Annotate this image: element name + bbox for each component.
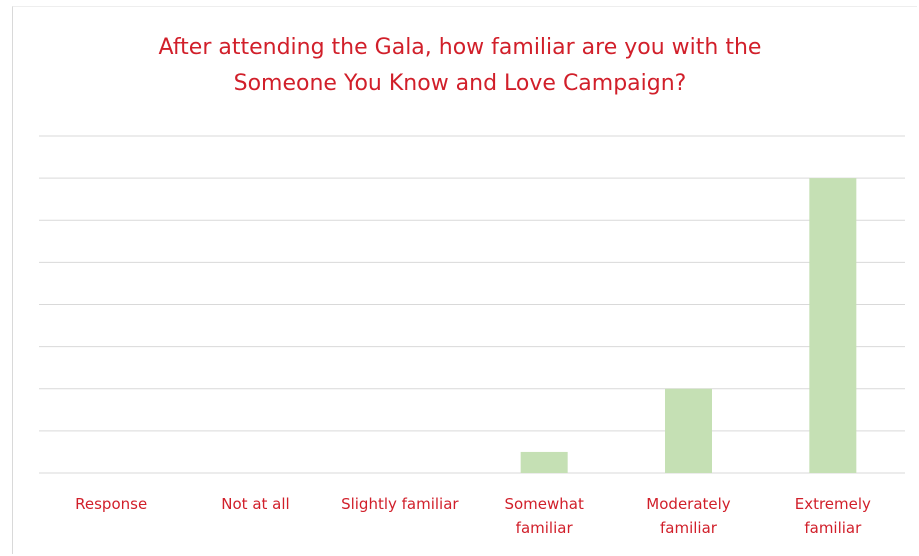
x-tick-label: Extremely familiar [794,495,871,537]
x-tick-label: Somewhat familiar [504,495,584,537]
x-tick-label: Not at all [221,495,290,513]
x-tick-label: Moderately familiar [646,495,731,537]
x-tick-label: Response [75,495,148,513]
bar [520,451,568,473]
x-tick-label: Slightly familiar [341,495,459,513]
bar [809,178,857,473]
chart-title: After attending the Gala, how familiar a… [158,35,762,96]
chart-frame [12,6,917,554]
bar [665,388,712,473]
